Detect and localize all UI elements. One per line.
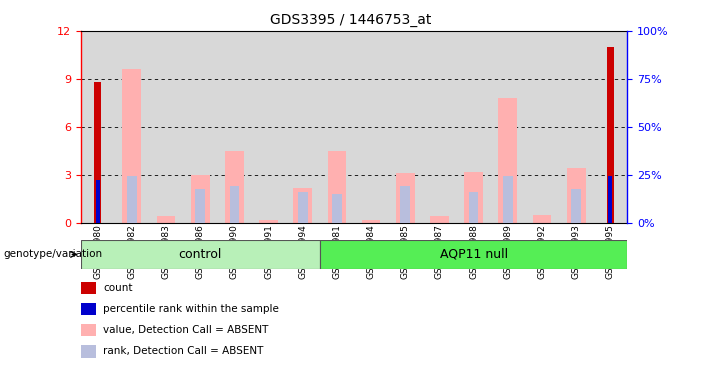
Bar: [95, 180, 100, 223]
Text: GDS3395 / 1446753_at: GDS3395 / 1446753_at: [270, 13, 431, 27]
Bar: [422, 31, 456, 223]
Bar: [149, 31, 183, 223]
Bar: [593, 31, 627, 223]
Text: count: count: [103, 283, 132, 293]
Text: AQP11 null: AQP11 null: [440, 248, 508, 261]
Bar: [191, 175, 210, 223]
Bar: [533, 215, 552, 223]
Bar: [559, 31, 593, 223]
Bar: [332, 194, 341, 223]
Text: value, Detection Call = ABSENT: value, Detection Call = ABSENT: [103, 325, 268, 335]
Bar: [123, 69, 142, 223]
Bar: [571, 189, 581, 223]
Bar: [566, 168, 585, 223]
Bar: [320, 31, 354, 223]
Bar: [362, 220, 381, 223]
Bar: [354, 31, 388, 223]
Bar: [252, 31, 286, 223]
Bar: [327, 151, 346, 223]
Bar: [298, 192, 308, 223]
Bar: [156, 216, 175, 223]
Bar: [464, 172, 483, 223]
Text: control: control: [179, 248, 222, 261]
Bar: [396, 173, 415, 223]
Text: rank, Detection Call = ABSENT: rank, Detection Call = ABSENT: [103, 346, 264, 356]
Bar: [196, 189, 205, 223]
Text: percentile rank within the sample: percentile rank within the sample: [103, 304, 279, 314]
Bar: [400, 186, 410, 223]
Bar: [469, 192, 478, 223]
Bar: [81, 31, 115, 223]
Bar: [217, 31, 252, 223]
Bar: [491, 31, 525, 223]
Bar: [81, 240, 320, 269]
Bar: [230, 186, 239, 223]
Bar: [608, 176, 613, 223]
Bar: [503, 176, 512, 223]
Bar: [525, 31, 559, 223]
Bar: [388, 31, 422, 223]
Bar: [456, 31, 491, 223]
Bar: [127, 176, 137, 223]
Bar: [498, 98, 517, 223]
Bar: [94, 82, 102, 223]
Bar: [259, 220, 278, 223]
Bar: [293, 187, 312, 223]
Bar: [430, 216, 449, 223]
Bar: [606, 47, 614, 223]
Bar: [183, 31, 217, 223]
Bar: [320, 240, 627, 269]
Bar: [286, 31, 320, 223]
Text: genotype/variation: genotype/variation: [4, 249, 102, 260]
Bar: [225, 151, 244, 223]
Bar: [115, 31, 149, 223]
